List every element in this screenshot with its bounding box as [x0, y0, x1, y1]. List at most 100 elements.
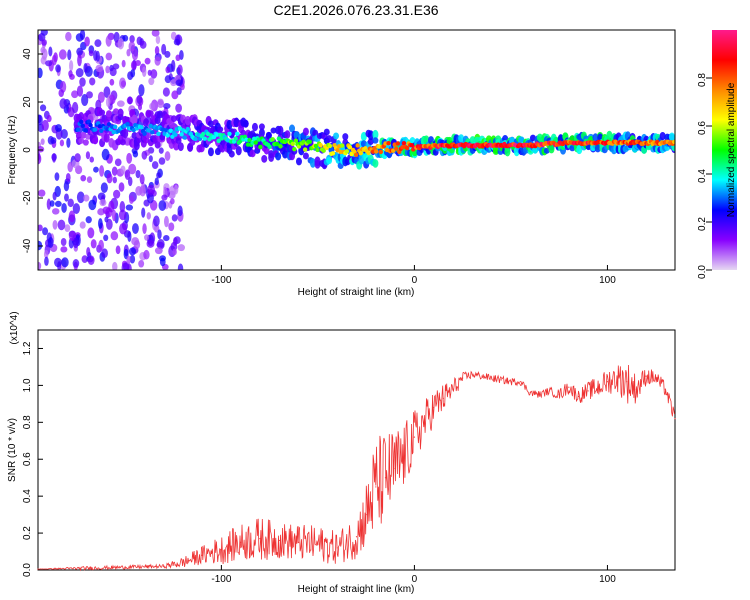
spectrogram-noise-blob: [120, 165, 126, 175]
spectrogram-noise-blob: [173, 184, 179, 195]
spectrogram-noise-blob: [60, 129, 68, 139]
snr-data-point: [645, 375, 647, 377]
spectrogram-noise-blob: [46, 198, 52, 210]
spectrogram-blob: [133, 141, 140, 151]
spectrogram-blob: [284, 130, 291, 139]
spectrogram-noise-blob: [51, 153, 57, 163]
spectrogram-noise-blob: [65, 31, 72, 42]
snr-data-point: [365, 514, 367, 516]
spectrogram-noise-blob: [83, 63, 88, 73]
snr-data-point: [587, 390, 589, 392]
spectrogram-noise-blob: [162, 87, 170, 97]
spectrogram-noise-blob: [146, 239, 155, 248]
spectrogram-noise-blob: [138, 84, 145, 97]
snr-data-point: [606, 381, 609, 383]
spectrogram-noise-blob: [153, 215, 160, 227]
spectrogram-noise-blob: [144, 234, 150, 241]
spectrogram-ridge-point: [340, 143, 345, 148]
spectrogram-blob: [143, 118, 150, 128]
spectrogram-ridge-point: [330, 151, 336, 156]
snr-y-ticks: 0.0 0.2 0.4 0.6 0.8 1.0 1.2: [22, 341, 43, 577]
spectrogram-noise-blob: [165, 66, 171, 74]
spectrogram-ridge-point: [327, 143, 333, 149]
spectrogram-noise-blob: [40, 56, 47, 65]
spectrogram-noise-blob: [133, 239, 141, 250]
spectrogram-ylabel: Frequency (Hz): [7, 116, 18, 185]
spectrogram-ridge-point: [315, 147, 320, 153]
spectrogram-noise-blob: [86, 246, 91, 257]
spectrogram-noise-blob: [155, 35, 161, 45]
spectrogram-blob: [659, 131, 666, 141]
spectrogram-ridge-point: [344, 149, 350, 154]
spectrogram-noise-blob: [97, 91, 105, 103]
spectrogram-ridge-point: [79, 119, 84, 124]
spectrogram-noise-blob: [119, 201, 126, 213]
spectrogram-ridge-point: [401, 140, 407, 146]
spectrogram-ridge-point: [253, 140, 258, 145]
snr-frame: [37, 329, 676, 571]
spectrogram-noise-blob: [85, 151, 91, 160]
spectrogram-noise-blob: [113, 189, 121, 199]
snr-data-point: [85, 567, 87, 569]
spectrogram-ridge-point: [75, 127, 81, 132]
spectrogram-noise-blob: [171, 59, 176, 72]
spectrogram-noise-blob: [118, 209, 127, 221]
spectrogram-noise-blob: [147, 184, 155, 196]
spectrogram-noise-blob: [93, 166, 99, 173]
spectrogram-blob: [342, 133, 349, 141]
spectrogram-noise-blob: [119, 223, 128, 235]
spectrogram-noise-blob: [77, 54, 82, 67]
spectrogram-blob: [82, 139, 89, 146]
spectrogram-noise-blob: [157, 100, 165, 109]
snr-data-point: [423, 421, 425, 423]
spectrogram-noise-blob: [43, 249, 49, 259]
spectrogram-noise-blob: [128, 41, 136, 52]
spectrogram-blob: [265, 131, 272, 140]
snr-data-point: [471, 373, 473, 375]
spectrogram-noise-blob: [93, 50, 98, 61]
spectrogram-noise-blob: [72, 203, 81, 214]
spectrogram-noise-blob: [48, 46, 53, 57]
spectrogram-noise-blob: [105, 52, 113, 61]
spectrogram-ridge-point: [139, 125, 144, 130]
spectrogram-noise-blob: [146, 192, 154, 204]
spectrogram-ridge-point: [276, 136, 282, 141]
spectrogram-noise-blob: [79, 221, 86, 229]
snr-data-point: [558, 394, 560, 396]
spectrogram-blob: [207, 147, 214, 157]
spectrogram-ridge-point: [321, 148, 326, 153]
spectrogram-blob: [145, 131, 152, 139]
spectrogram-noise-blob: [128, 163, 137, 175]
spectrogram-blob: [529, 134, 536, 142]
spectrogram-noise-blob: [81, 255, 88, 263]
spectrogram-noise-blob: [127, 71, 134, 80]
spectrogram-noise-blob: [163, 235, 170, 242]
spectrogram-noise-blob: [177, 244, 185, 252]
spectrogram-noise-blob: [64, 224, 71, 233]
spectrogram-blob: [518, 136, 525, 143]
spectrogram-noise-blob: [132, 223, 139, 235]
snr-data-point: [664, 388, 666, 390]
spectrogram-noise-blob: [112, 261, 118, 270]
spectrogram-noise-blob: [120, 80, 127, 88]
spectrogram-ridge-point: [227, 131, 232, 136]
spectrogram-noise-blob: [69, 60, 74, 72]
snr-data-point: [519, 381, 522, 383]
spectrogram-ridge-point: [338, 149, 343, 155]
spectrogram-ridge-point: [386, 141, 391, 146]
spectrogram-noise-blob: [52, 219, 58, 230]
snr-data-point: [259, 538, 261, 540]
spectrogram-noise-blob: [171, 214, 178, 222]
spectrogram-x-tick-label: 100: [599, 275, 616, 286]
spectrogram-noise-blob: [172, 237, 178, 246]
spectrogram-noise-blob: [151, 161, 159, 170]
spectrogram-noise-blob: [66, 137, 71, 148]
spectrogram-ridge-point: [313, 143, 319, 149]
spectrogram-blob: [173, 141, 180, 151]
spectrogram-noise-blob: [38, 153, 42, 165]
spectrogram-noise-blob: [132, 150, 139, 158]
snr-data-point: [355, 536, 358, 538]
spectrogram-noise-blob: [163, 215, 169, 228]
spectrogram-noise-blob: [158, 200, 167, 211]
spectrogram-noise-blob: [100, 182, 108, 193]
